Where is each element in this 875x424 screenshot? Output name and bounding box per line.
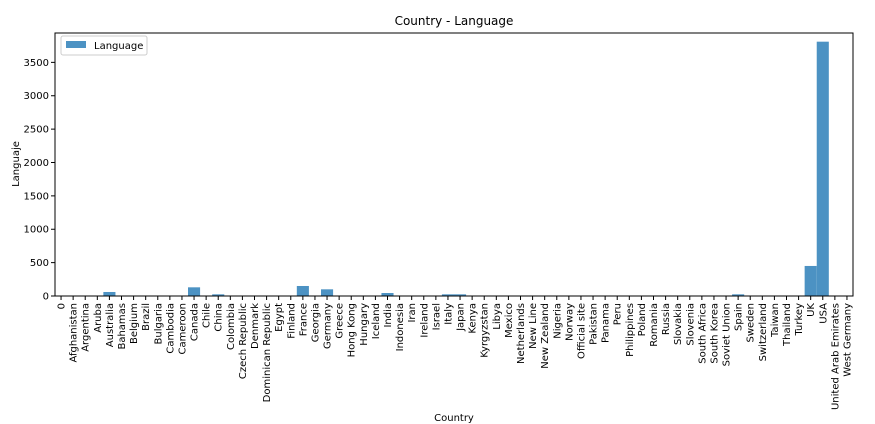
x-tick-label: Iceland xyxy=(371,303,382,339)
x-tick-label: Finland xyxy=(286,303,297,339)
x-tick-label: Sweden xyxy=(746,303,757,343)
x-tick-label: West Germany xyxy=(842,303,853,377)
x-tick-label: South Africa xyxy=(697,303,708,364)
x-tick-label: Thailand xyxy=(782,303,793,347)
x-tick-label: Greece xyxy=(335,303,346,339)
x-tick-label: UK xyxy=(806,303,817,317)
bar-germany xyxy=(321,289,334,296)
x-tick-label: Pakistan xyxy=(589,303,600,345)
legend-box xyxy=(60,35,148,56)
x-tick-label: 0 xyxy=(57,303,68,309)
x-tick-label: Kyrgyzstan xyxy=(480,303,491,358)
x-tick-label: Panama xyxy=(601,303,612,343)
x-tick-label: Hong Kong xyxy=(347,303,358,357)
legend-swatch xyxy=(66,41,86,48)
legend-label: Language xyxy=(94,41,143,52)
x-tick-label: Japan xyxy=(456,303,467,332)
x-tick-label: Israel xyxy=(431,303,442,330)
x-tick-label: Bulgaria xyxy=(153,303,164,344)
x-tick-label: Indonesia xyxy=(395,303,406,351)
x-tick-label: Germany xyxy=(323,303,334,349)
x-tick-label: Denmark xyxy=(250,303,261,349)
x-tick-label: France xyxy=(298,303,309,336)
x-tick-label: Cameroon xyxy=(177,303,188,354)
y-tick-label: 2500 xyxy=(24,125,49,136)
x-tick-label: Afghanistan xyxy=(69,303,80,363)
x-tick-label: United Arab Emirates xyxy=(830,303,841,410)
bar-canada xyxy=(188,287,201,296)
x-tick-label: Spain xyxy=(734,303,745,331)
y-tick-label: 2000 xyxy=(24,158,49,169)
y-tick-label: 0 xyxy=(43,292,49,303)
bar-spain xyxy=(732,294,745,296)
x-tick-label: China xyxy=(214,303,225,332)
x-tick-label: Italy xyxy=(443,303,454,325)
bar-japan xyxy=(454,294,467,296)
x-tick-label: Georgia xyxy=(310,303,321,342)
x-tick-label: Iran xyxy=(407,303,418,323)
x-tick-label: Brazil xyxy=(141,303,152,331)
x-tick-label: New Line xyxy=(528,303,539,349)
x-tick-label: Soviet Union xyxy=(722,303,733,366)
y-tick-label: 1000 xyxy=(24,225,49,236)
x-tick-label: Ireland xyxy=(419,303,430,338)
x-tick-label: Argentina xyxy=(81,303,92,352)
x-tick-label: Peru xyxy=(613,303,624,325)
x-tick-label: Poland xyxy=(637,303,648,336)
bar-italy xyxy=(441,294,454,296)
x-tick-label: Libya xyxy=(492,303,503,330)
x-tick-label: Kenya xyxy=(468,303,479,334)
bar-uk xyxy=(804,265,817,296)
x-tick-label: Canada xyxy=(190,303,201,341)
bar-india xyxy=(381,293,394,296)
y-axis: 0 500 1000 1500 2000 2500 3000 3500 xyxy=(24,58,55,303)
x-tick-label: Egypt xyxy=(274,303,285,332)
x-tick-label: Romania xyxy=(649,303,660,347)
bar-usa xyxy=(816,41,829,297)
x-tick-label: Colombia xyxy=(226,303,237,350)
x-tick-label: Belgium xyxy=(129,303,140,344)
x-tick-label: Taiwan xyxy=(770,303,781,338)
x-tick-label: Slovenia xyxy=(685,303,696,346)
x-tick-label: Norway xyxy=(564,303,575,341)
x-axis: 0 Afghanistan Argentina Aruba Australia Baham… xyxy=(57,296,853,410)
y-tick-label: 3500 xyxy=(24,58,49,69)
bars-group xyxy=(55,41,853,297)
plot-frame xyxy=(54,32,854,297)
x-tick-label: Czech Republic xyxy=(238,303,249,379)
x-tick-label: South Korea xyxy=(709,303,720,364)
x-tick-label: Hungary xyxy=(359,303,370,346)
x-tick-label: Nigeria xyxy=(552,303,563,339)
chart-title: Country - Language xyxy=(395,14,514,28)
x-tick-label: USA xyxy=(818,303,829,324)
x-tick-label: Philippines xyxy=(625,303,636,357)
x-tick-label: Dominican Republic xyxy=(262,303,273,402)
x-tick-label: Official site xyxy=(576,303,587,359)
x-tick-label: Slovakia xyxy=(673,303,684,345)
bar-australia xyxy=(103,291,116,296)
x-tick-label: Russia xyxy=(661,303,672,335)
x-tick-label: Cambodia xyxy=(165,303,176,354)
x-axis-label: Country xyxy=(434,413,474,424)
x-tick-label: Chile xyxy=(202,303,213,328)
x-tick-label: Australia xyxy=(105,303,116,347)
x-tick-label: Turkey xyxy=(794,303,805,337)
y-tick-label: 3000 xyxy=(24,91,49,102)
legend: Language xyxy=(60,35,148,56)
x-tick-label: India xyxy=(383,303,394,328)
x-tick-label: New Zealand xyxy=(540,303,551,369)
y-tick-label: 1500 xyxy=(24,191,49,202)
bar-france xyxy=(296,285,309,296)
x-tick-label: Switzerland xyxy=(758,303,769,361)
y-tick-label: 500 xyxy=(30,258,49,269)
y-axis-label: Languaje xyxy=(11,141,22,187)
x-tick-label: Mexico xyxy=(504,303,515,338)
x-tick-label: Netherlands xyxy=(516,303,527,364)
bar-china xyxy=(212,294,225,296)
x-tick-label: Bahamas xyxy=(117,303,128,350)
x-tick-label: Aruba xyxy=(93,303,104,333)
